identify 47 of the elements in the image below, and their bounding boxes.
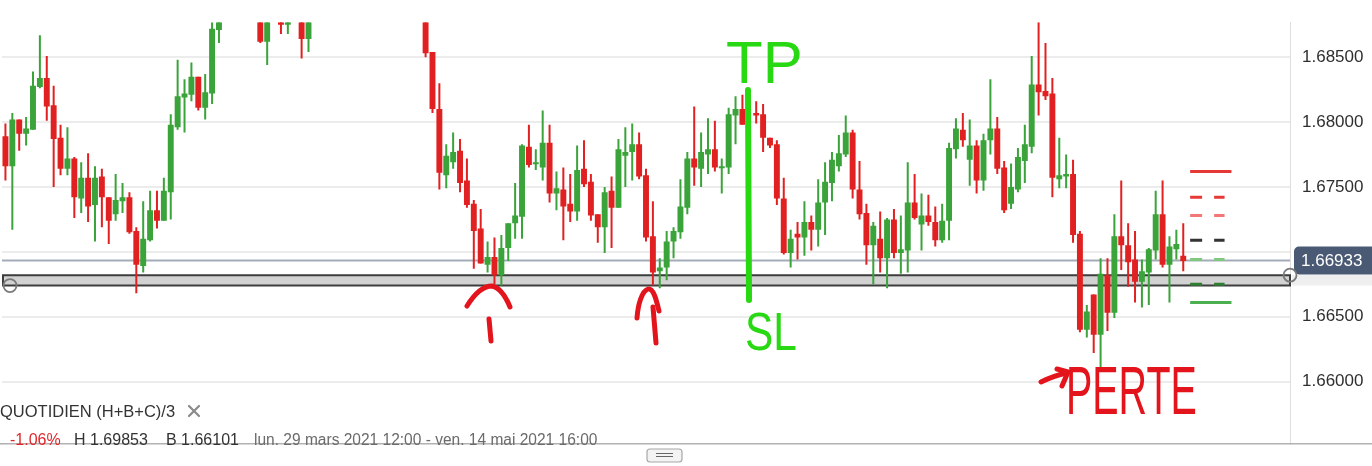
annotation: SL (745, 302, 797, 361)
y-tick-label: 1.67500 (1302, 176, 1364, 196)
annotation: TP (726, 29, 803, 96)
candlestick (870, 220, 877, 286)
candlestick (78, 161, 85, 214)
candlestick (98, 167, 105, 229)
candlestick (105, 196, 112, 246)
candlestick (966, 118, 973, 187)
candlestick (154, 189, 160, 230)
candlestick (298, 22, 305, 60)
candlestick (608, 175, 615, 249)
y-tick-label: 1.66500 (1302, 306, 1364, 326)
candlestick (64, 126, 71, 177)
candlestick (987, 78, 994, 156)
candlestick (1118, 179, 1125, 271)
candlestick (939, 202, 946, 244)
candlestick (787, 228, 794, 269)
annotation: PERTE (1066, 352, 1197, 428)
candlestick (925, 193, 932, 227)
candlestick (656, 257, 663, 290)
candlestick (959, 112, 966, 148)
y-tick-label: 1.68000 (1302, 111, 1364, 131)
annotation: B 1.66101 (166, 431, 239, 448)
candlestick (525, 123, 532, 169)
candlestick (911, 172, 918, 221)
y-tick-label: 1.66000 (1302, 371, 1364, 391)
candlestick (629, 122, 636, 182)
candlestick (801, 200, 808, 257)
ref-line-label: 1.66933 (1301, 251, 1363, 271)
candlestick (932, 205, 939, 248)
candlestick (808, 214, 815, 252)
candlestick (484, 240, 491, 274)
annotation: -1.06% (10, 431, 61, 448)
candlestick (553, 170, 560, 212)
candlestick (1180, 222, 1187, 273)
candlestick (877, 210, 884, 274)
candlestick (691, 105, 698, 187)
candlestick (711, 119, 718, 173)
candlestick (16, 118, 23, 152)
annotation: lun. 29 mars 2021 12:00 - ven. 14 mai 2021 16:00 (254, 431, 598, 448)
candlestick (739, 93, 746, 126)
annotation: H 1.69853 (74, 431, 148, 448)
candlestick (1083, 304, 1090, 339)
candlestick (918, 192, 925, 252)
y-tick-label: 1.68500 (1302, 46, 1364, 66)
annotation: QUOTIDIEN (H+B+C)/3 (0, 402, 176, 420)
candlestick (264, 22, 271, 67)
